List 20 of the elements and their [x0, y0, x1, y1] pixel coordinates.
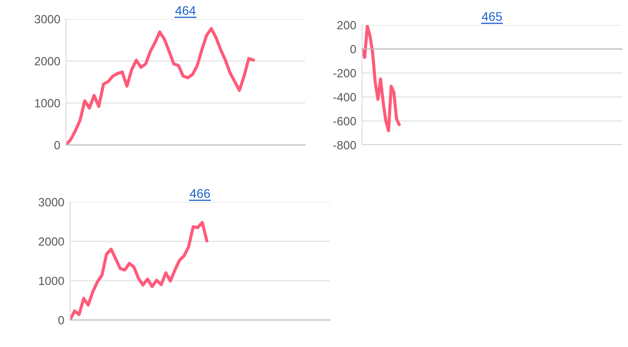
chart-title: 466: [190, 189, 210, 198]
y-tick-label: 2000: [34, 57, 60, 66]
y-tick-label: 2000: [38, 237, 64, 246]
line-series: [70, 220, 208, 320]
y-tick-label: -800: [333, 141, 356, 150]
y-tick-label: 200: [337, 21, 356, 30]
y-tick-label: -600: [333, 117, 356, 126]
chart-title: 464: [175, 6, 196, 15]
y-tick-label: 1000: [39, 276, 64, 286]
y-tick-label: 1000: [35, 99, 60, 108]
y-tick-label: 0: [54, 141, 60, 150]
line-series: [66, 27, 255, 145]
y-tick-label: -400: [333, 93, 356, 102]
y-tick-label: 3000: [34, 15, 60, 24]
y-tick-label: -200: [333, 69, 356, 78]
chart-title: 465: [482, 12, 502, 21]
y-tick-label: 0: [350, 45, 356, 54]
y-tick-label: 0: [58, 316, 64, 324]
y-tick-label: 3000: [38, 198, 64, 206]
line-series: [362, 25, 401, 132]
